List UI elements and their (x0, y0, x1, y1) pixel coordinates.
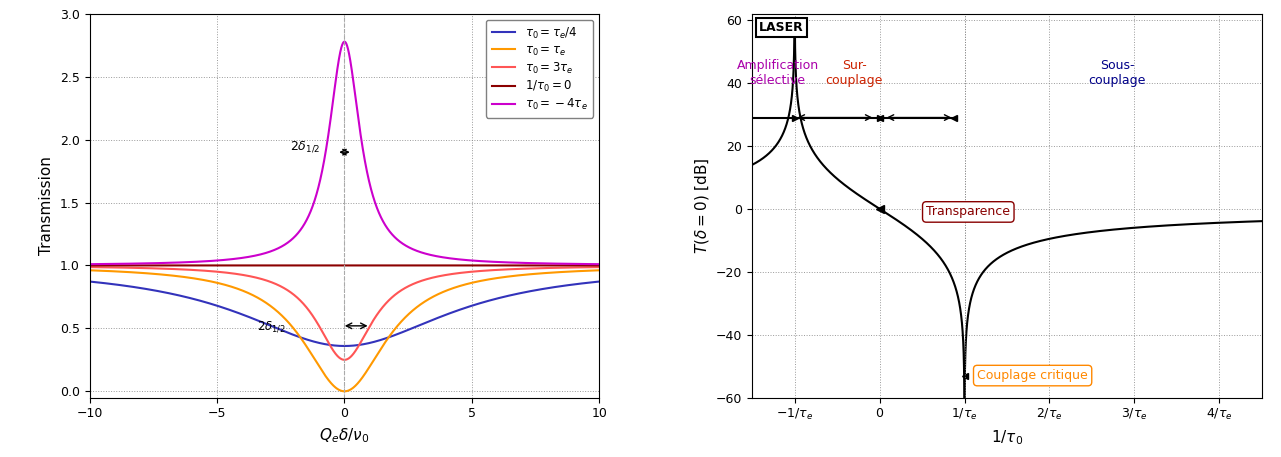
Text: Couplage critique: Couplage critique (977, 369, 1088, 382)
Text: Sur-
couplage: Sur- couplage (825, 59, 883, 87)
Legend: $\tau_0=\tau_e/4$, $\tau_0=\tau_e$, $\tau_0=3\tau_e$, $1/\tau_0=0$, $\tau_0=-4\t: $\tau_0=\tau_e/4$, $\tau_0=\tau_e$, $\ta… (485, 20, 593, 118)
Text: Sous-
couplage: Sous- couplage (1089, 59, 1146, 87)
Text: Amplification
sélective: Amplification sélective (737, 59, 819, 87)
X-axis label: $Q_e\delta/\nu_0$: $Q_e\delta/\nu_0$ (319, 426, 369, 445)
Text: Transparence: Transparence (926, 206, 1011, 218)
Text: $2\delta_{1/2}$: $2\delta_{1/2}$ (257, 319, 286, 334)
Y-axis label: $T(\delta=0)$ [dB]: $T(\delta=0)$ [dB] (693, 157, 711, 254)
X-axis label: $1/\tau_0$: $1/\tau_0$ (991, 428, 1024, 446)
Text: $2\delta_{1/2}$: $2\delta_{1/2}$ (290, 139, 320, 154)
Y-axis label: Transmission: Transmission (40, 156, 54, 255)
Text: LASER: LASER (758, 21, 803, 34)
